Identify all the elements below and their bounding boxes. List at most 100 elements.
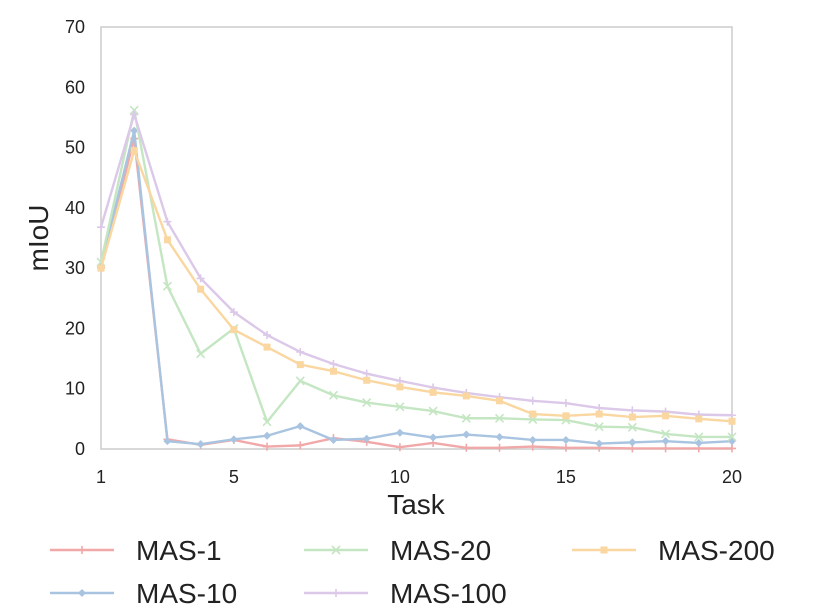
data-point-mas-200 — [695, 415, 703, 423]
data-point-mas-1 — [462, 443, 471, 452]
data-point-mas-10 — [229, 435, 238, 444]
data-point-mas-20 — [328, 390, 339, 400]
y-tick-label: 60 — [65, 77, 85, 97]
data-point-mas-1 — [561, 443, 570, 452]
data-point-mas-10 — [163, 437, 172, 446]
data-point-mas-1 — [728, 444, 736, 453]
plot-area — [100, 26, 733, 450]
data-point-mas-100 — [362, 369, 371, 378]
y-tick-label: 70 — [65, 17, 85, 37]
x-tick-label: 15 — [556, 467, 576, 487]
data-point-mas-10 — [296, 422, 305, 431]
data-point-mas-100 — [628, 406, 637, 415]
data-point-mas-100 — [97, 223, 105, 232]
data-point-mas-20 — [461, 413, 471, 423]
data-point-mas-200 — [130, 147, 138, 155]
data-point-mas-200 — [197, 285, 205, 293]
legend-marker — [600, 546, 608, 554]
data-point-mas-200 — [329, 367, 337, 375]
legend-marker — [332, 589, 340, 597]
data-point-mas-20 — [295, 376, 305, 386]
x-tick-label: 5 — [229, 467, 239, 487]
data-point-mas-100 — [329, 359, 338, 368]
data-point-mas-200 — [562, 412, 570, 420]
legend-item-mas-100: MAS-100 — [304, 578, 507, 609]
data-point-mas-200 — [662, 412, 670, 420]
data-point-mas-20 — [627, 422, 637, 432]
data-point-mas-20 — [395, 402, 405, 412]
data-point-mas-20 — [129, 105, 139, 115]
data-point-mas-200 — [230, 326, 238, 334]
data-point-mas-200 — [496, 397, 504, 405]
data-point-mas-20 — [428, 406, 438, 416]
series-line-mas-20 — [99, 108, 732, 439]
data-point-mas-100 — [196, 274, 205, 283]
legend-label: MAS-200 — [658, 535, 775, 566]
legend-label: MAS-100 — [390, 578, 507, 609]
y-tick-label: 30 — [65, 258, 85, 278]
legend-item-mas-200: MAS-200 — [572, 535, 775, 566]
data-point-mas-100 — [130, 110, 139, 119]
data-point-mas-200 — [97, 264, 105, 272]
data-point-mas-20 — [196, 349, 206, 359]
legend-marker — [78, 589, 86, 597]
y-tick-label: 50 — [65, 138, 85, 158]
data-point-mas-10 — [694, 438, 703, 447]
data-point-mas-10 — [196, 440, 205, 449]
data-point-mas-10 — [329, 435, 338, 444]
data-point-mas-20 — [262, 417, 272, 427]
data-point-mas-20 — [362, 398, 372, 408]
data-point-mas-20 — [162, 281, 172, 291]
data-point-mas-20 — [694, 432, 704, 442]
x-tick-label: 20 — [722, 467, 742, 487]
series-line-mas-100 — [99, 113, 733, 417]
legend-marker — [78, 546, 86, 554]
data-point-mas-20 — [661, 429, 671, 439]
data-point-mas-10 — [661, 437, 670, 446]
series-layer — [96, 105, 737, 453]
data-point-mas-10 — [362, 434, 371, 443]
data-point-mas-200 — [529, 410, 537, 418]
data-point-mas-10 — [462, 430, 471, 439]
data-point-mas-10 — [628, 438, 637, 447]
data-point-mas-10 — [130, 126, 139, 135]
data-point-mas-200 — [728, 417, 736, 425]
series-line-mas-200 — [99, 149, 733, 423]
legend: MAS-1 MAS-10 MAS-20 MAS-100 MAS-200 — [50, 535, 775, 609]
data-point-mas-200 — [595, 410, 603, 418]
legend-marker — [331, 545, 341, 555]
series-mas-200 — [97, 147, 736, 425]
data-point-mas-200 — [628, 413, 636, 421]
x-axis-label: Task — [387, 489, 446, 520]
legend-item-mas-10: MAS-10 — [50, 578, 237, 609]
data-point-mas-1 — [495, 443, 504, 452]
data-point-mas-20 — [594, 422, 604, 432]
data-point-mas-200 — [163, 236, 171, 244]
x-axis-ticks: 1 5 10 15 20 — [96, 467, 742, 487]
data-point-mas-1 — [263, 442, 272, 451]
data-point-mas-10 — [595, 439, 604, 448]
legend-label: MAS-10 — [136, 578, 237, 609]
data-point-mas-200 — [296, 361, 304, 369]
legend-label: MAS-1 — [136, 535, 222, 566]
data-point-mas-10 — [429, 433, 438, 442]
data-point-mas-200 — [263, 343, 271, 351]
data-point-mas-100 — [296, 347, 305, 356]
data-point-mas-100 — [163, 217, 172, 226]
series-line-mas-10 — [99, 129, 733, 446]
data-point-mas-100 — [561, 399, 570, 408]
y-tick-label: 20 — [65, 318, 85, 338]
legend-item-mas-20: MAS-20 — [304, 535, 491, 566]
data-point-mas-100 — [229, 308, 238, 317]
legend-label: MAS-20 — [390, 535, 491, 566]
y-axis-label: mIoU — [23, 205, 54, 272]
series-mas-10 — [97, 126, 736, 449]
data-point-mas-1 — [296, 441, 305, 450]
data-point-mas-200 — [429, 388, 437, 396]
x-tick-label: 1 — [96, 467, 106, 487]
data-point-mas-1 — [395, 443, 404, 452]
data-point-mas-10 — [495, 432, 504, 441]
data-point-mas-100 — [263, 331, 272, 340]
data-point-mas-200 — [462, 392, 470, 400]
